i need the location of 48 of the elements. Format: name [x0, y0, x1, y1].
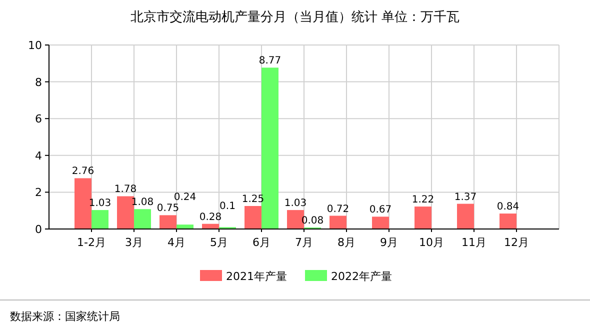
x-tick-label: 8月 — [338, 236, 356, 249]
x-tick-label: 3月 — [125, 236, 143, 249]
bar — [160, 215, 176, 229]
bar — [117, 196, 134, 229]
bar — [414, 206, 432, 229]
data-label: 1.03 — [284, 198, 307, 210]
y-tick-label: 8 — [35, 76, 42, 89]
y-tick-label: 6 — [35, 112, 42, 126]
x-tick-label: 5月 — [210, 236, 228, 249]
y-tick-label: 10 — [28, 39, 42, 52]
source-note: 数据来源：国家统计局 — [10, 310, 120, 323]
data-label: 0.75 — [156, 203, 180, 214]
data-label: 0.24 — [174, 192, 196, 204]
bar — [92, 210, 108, 229]
data-label: 1.78 — [114, 184, 137, 196]
bar — [500, 214, 516, 229]
data-label: 0.67 — [369, 204, 392, 216]
y-tick-label: 2 — [35, 186, 42, 200]
y-tick-label: 4 — [35, 149, 42, 162]
x-tick-label: 11月 — [462, 236, 486, 249]
x-tick-label: 12月 — [504, 236, 529, 249]
data-label: 0.28 — [199, 212, 222, 223]
x-tick-label: 10月 — [419, 236, 444, 249]
x-tick-label: 4月 — [168, 236, 186, 249]
bar — [457, 204, 474, 229]
bar — [74, 178, 92, 229]
x-tick-label: 1-2月 — [77, 236, 106, 249]
x-tick-label: 7月 — [295, 236, 313, 249]
bar — [262, 68, 278, 229]
chart-title: 北京市交流电动机产量分月（当月值）统计 单位：万千瓦 — [130, 9, 460, 25]
bar — [176, 224, 194, 229]
bar — [244, 206, 262, 229]
data-label: 2.76 — [72, 166, 94, 178]
data-label: 1.37 — [454, 192, 477, 203]
data-label: 0.84 — [496, 202, 520, 213]
data-label: 0.72 — [326, 204, 350, 215]
legend-label: 2021年产量 — [226, 270, 287, 283]
x-tick-label: 9月 — [380, 236, 398, 249]
bar — [330, 216, 346, 229]
y-tick-label: 0 — [35, 223, 42, 236]
data-label: 1.22 — [412, 194, 434, 206]
legend-label: 2022年产量 — [331, 270, 392, 283]
data-label: 8.77 — [258, 56, 282, 67]
bar — [287, 210, 304, 229]
data-label: 0.1 — [220, 200, 236, 212]
x-tick-label: 6月 — [252, 236, 270, 249]
bar — [372, 216, 389, 229]
bar — [134, 209, 151, 229]
